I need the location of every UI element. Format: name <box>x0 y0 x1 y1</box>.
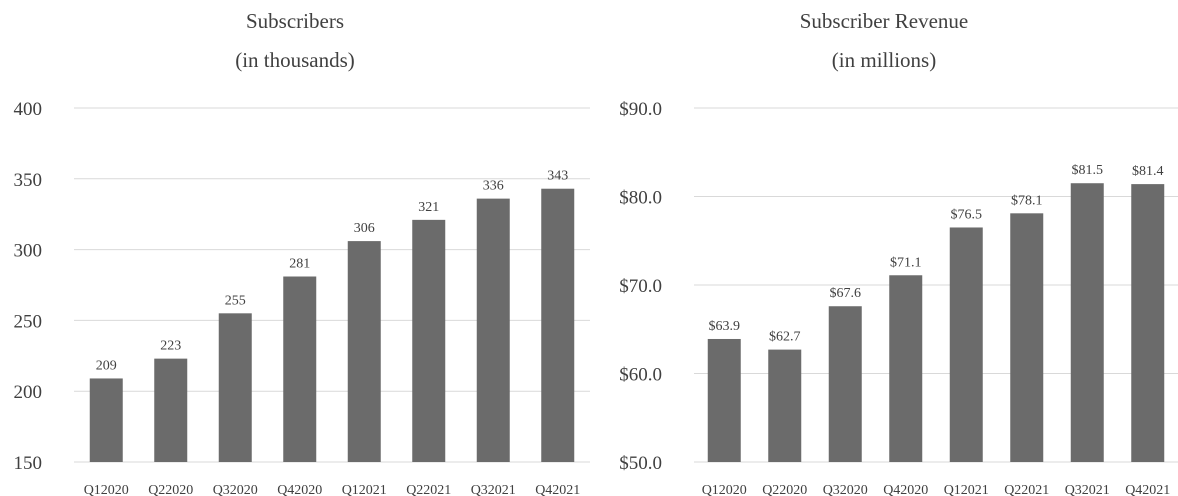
revenue-bar <box>707 338 741 462</box>
revenue-ytick-label: $60.0 <box>619 365 662 386</box>
subscribers-category-label: Q42021 <box>535 483 580 496</box>
revenue-data-label: $81.4 <box>1132 164 1164 179</box>
subscribers-ytick-label: 300 <box>14 241 43 262</box>
subscribers-category-label: Q32020 <box>213 483 258 496</box>
revenue-data-label: $76.5 <box>951 207 983 222</box>
revenue-category-label: Q12021 <box>944 483 989 496</box>
subscribers-plot: 150 200 250 300 350 400 209 Q12020 223 Q22020 255 Q… <box>14 99 590 496</box>
subscribers-category-label: Q12020 <box>84 483 129 496</box>
revenue-category-label: Q42021 <box>1125 483 1170 496</box>
revenue-bar <box>1070 183 1104 462</box>
subscribers-category-label: Q32021 <box>471 483 516 496</box>
subscribers-ytick-label: 150 <box>14 453 43 474</box>
subscribers-bar <box>412 219 446 462</box>
subscriber-revenue-plot: $50.0 $60.0 $70.0 $80.0 $90.0 $63.9 Q12020 $62.… <box>619 99 1178 496</box>
revenue-data-label: $67.6 <box>830 286 862 301</box>
revenue-category-label: Q22021 <box>1004 483 1049 496</box>
subscribers-ytick-label: 250 <box>14 311 43 332</box>
revenue-ytick-label: $80.0 <box>619 188 662 209</box>
revenue-data-label: $63.9 <box>709 319 741 334</box>
subscribers-ytick-label: 350 <box>14 170 43 191</box>
subscribers-category-label: Q22021 <box>406 483 451 496</box>
subscriber-revenue-title: Subscriber Revenue <box>799 9 969 33</box>
subscribers-category-label: Q42020 <box>277 483 322 496</box>
subscribers-bar <box>154 358 188 462</box>
revenue-ytick-label: $50.0 <box>619 453 662 474</box>
subscribers-ytick-label: 200 <box>14 382 43 403</box>
revenue-ytick-label: $90.0 <box>619 99 662 120</box>
revenue-bar <box>768 349 802 462</box>
revenue-category-label: Q12020 <box>702 483 747 496</box>
revenue-ytick-label: $70.0 <box>619 276 662 297</box>
subscribers-data-label: 281 <box>289 257 310 272</box>
subscribers-category-label: Q22020 <box>148 483 193 496</box>
revenue-bar <box>889 275 923 462</box>
subscribers-title: Subscribers <box>246 9 344 33</box>
subscribers-data-label: 255 <box>225 293 246 308</box>
subscribers-bar <box>89 378 123 462</box>
subscribers-bar <box>283 276 317 462</box>
subscribers-data-label: 336 <box>483 179 504 194</box>
subscribers-data-label: 343 <box>547 169 568 184</box>
subscriber-revenue-subtitle: (in millions) <box>831 48 937 72</box>
revenue-bar <box>828 306 862 462</box>
subscribers-data-label: 321 <box>418 200 439 215</box>
subscriber-revenue-chart: Subscriber Revenue (in millions) $50.0 $6… <box>590 0 1178 496</box>
revenue-category-label: Q32021 <box>1065 483 1110 496</box>
subscribers-data-label: 306 <box>354 221 375 236</box>
revenue-category-label: Q22020 <box>762 483 807 496</box>
revenue-bar <box>949 227 983 462</box>
subscribers-data-label: 209 <box>96 358 117 373</box>
subscribers-bar <box>218 313 252 462</box>
revenue-data-label: $78.1 <box>1011 193 1043 208</box>
revenue-data-label: $62.7 <box>769 330 801 345</box>
subscribers-category-label: Q12021 <box>342 483 387 496</box>
subscribers-subtitle: (in thousands) <box>235 48 355 72</box>
revenue-bar <box>1010 213 1044 462</box>
subscribers-ytick-label: 400 <box>14 99 43 120</box>
subscribers-chart: Subscribers (in thousands) 150 200 250 300 3… <box>14 9 590 496</box>
subscribers-data-label: 223 <box>160 339 181 354</box>
subscribers-bar <box>347 241 381 462</box>
subscribers-bar <box>476 198 510 462</box>
revenue-bar <box>1131 184 1165 463</box>
revenue-data-label: $81.5 <box>1072 163 1104 178</box>
revenue-category-label: Q42020 <box>883 483 928 496</box>
revenue-data-label: $71.1 <box>890 255 922 270</box>
subscribers-bar <box>541 188 575 462</box>
revenue-category-label: Q32020 <box>823 483 868 496</box>
